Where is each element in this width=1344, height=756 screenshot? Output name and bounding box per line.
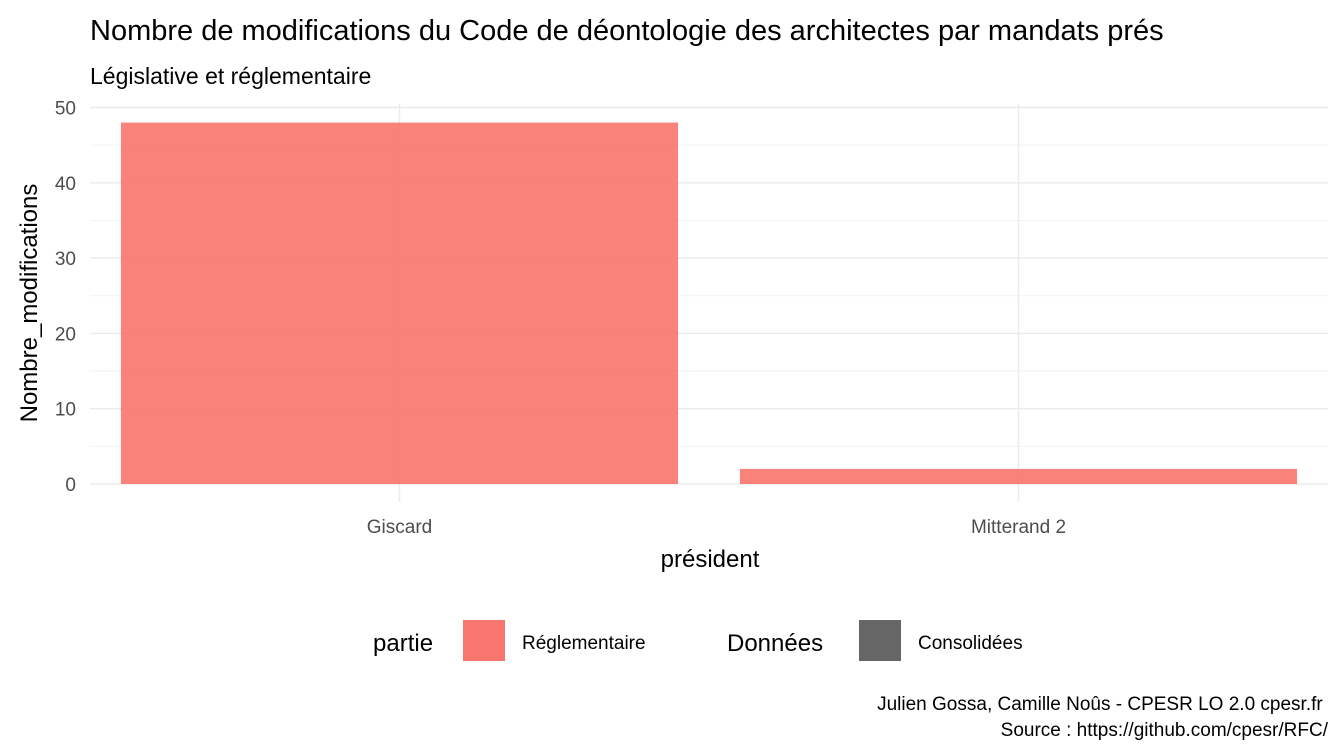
legend: partie Réglementaire Données Consolidées	[373, 620, 1023, 661]
x-tick-label: Giscard	[367, 517, 432, 538]
x-tick-label: Mitterand 2	[971, 517, 1066, 538]
y-tick-label: 0	[65, 475, 76, 496]
bar-mitterand-2	[739, 468, 1298, 484]
legend-key-reglementaire	[463, 620, 505, 661]
bars	[120, 122, 1298, 484]
legend-label-reglementaire: Réglementaire	[522, 633, 646, 654]
legend-key-consolidees	[859, 620, 901, 661]
bar-giscard	[120, 122, 679, 484]
legend-label-consolidees: Consolidées	[918, 633, 1023, 654]
x-axis-title: président	[661, 546, 760, 573]
x-axis-ticks: Giscard Mitterand 2	[367, 517, 1066, 538]
caption-source: Source : https://github.com/cpesr/RFC/	[1001, 720, 1329, 741]
y-tick-label: 50	[55, 99, 76, 120]
y-axis-title: Nombre_modifications	[16, 184, 43, 423]
caption-credits: Julien Gossa, Camille Noûs - CPESR LO 2.…	[877, 694, 1328, 715]
legend-title-partie: partie	[373, 630, 433, 657]
legend-title-donnees: Données	[727, 630, 823, 657]
y-tick-label: 30	[55, 249, 76, 270]
y-tick-label: 10	[55, 400, 76, 421]
y-tick-label: 40	[55, 174, 76, 195]
chart-subtitle: Législative et réglementaire	[90, 63, 371, 89]
chart-title: Nombre de modifications du Code de déont…	[90, 15, 1164, 47]
y-tick-label: 20	[55, 324, 76, 345]
y-axis-ticks: 0 10 20 30 40 50	[55, 99, 76, 497]
